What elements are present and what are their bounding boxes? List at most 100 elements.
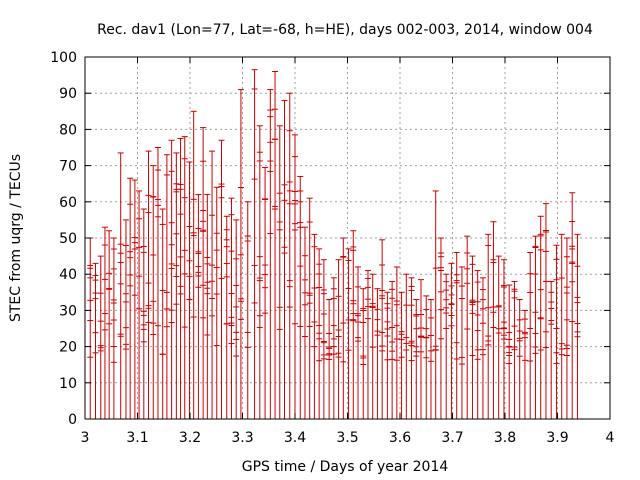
data-point [301, 226, 308, 419]
data-point [209, 150, 216, 419]
data-point [340, 237, 347, 419]
data-point [418, 279, 424, 419]
data-point [521, 309, 528, 419]
data-point [272, 70, 279, 419]
y-tick-label: 40 [59, 267, 77, 283]
data-point [490, 221, 497, 419]
data-point [542, 203, 549, 419]
data-point [237, 89, 244, 419]
y-tick-label: 80 [59, 122, 77, 138]
data-point [145, 150, 152, 419]
data-point [458, 266, 465, 419]
x-tick-label: 3.5 [336, 430, 358, 446]
data-point [181, 136, 188, 419]
data-point [173, 152, 180, 419]
data-point [244, 201, 251, 419]
data-point [330, 277, 337, 419]
data-point [574, 233, 581, 419]
data-point [453, 251, 460, 419]
data-point [106, 230, 113, 419]
data-point [516, 299, 523, 419]
data-point [228, 197, 235, 419]
chart-title: Rec. dav1 (Lon=77, Lat=-68, h=HE), days … [97, 22, 593, 38]
data-point [297, 175, 304, 419]
data-point [262, 166, 269, 419]
data-point [563, 237, 570, 419]
data-point [159, 208, 166, 419]
data-point [154, 147, 161, 419]
data-point [326, 299, 333, 419]
data-point [136, 190, 143, 419]
data-point [190, 110, 197, 419]
data-point [437, 237, 444, 419]
data-point [532, 235, 539, 419]
y-tick-label: 70 [59, 159, 77, 175]
x-tick-label: 3.9 [546, 430, 568, 446]
y-axis-label: STEC from uqrg / TECUs [8, 154, 24, 322]
data-point [92, 262, 99, 419]
data-point [256, 125, 263, 419]
data-point [369, 273, 376, 419]
error-bars [87, 69, 581, 419]
data-point [403, 273, 410, 419]
grid-lines [85, 57, 610, 419]
data-point [479, 277, 486, 419]
data-point [140, 208, 147, 419]
data-point [131, 179, 138, 419]
data-point [427, 299, 434, 419]
x-tick-label: 3.2 [179, 430, 201, 446]
data-point [163, 154, 170, 419]
data-point [364, 270, 371, 419]
x-tick-label: 3.4 [284, 430, 306, 446]
data-point [311, 233, 318, 419]
y-tick-label: 90 [59, 86, 77, 102]
data-point [281, 99, 288, 419]
data-point [413, 299, 420, 419]
data-point [168, 139, 175, 419]
data-point [511, 280, 518, 419]
data-point [292, 134, 298, 419]
data-point [398, 291, 405, 419]
data-point [558, 233, 565, 419]
data-point [251, 69, 258, 419]
y-tick-label: 10 [59, 376, 77, 392]
data-point [177, 137, 184, 419]
data-point [127, 177, 134, 419]
data-point [500, 259, 507, 419]
data-point [320, 259, 327, 419]
y-tick-label: 30 [59, 303, 77, 319]
data-point [355, 266, 361, 419]
data-point [374, 288, 381, 419]
data-point [195, 194, 202, 419]
data-point [316, 248, 323, 419]
y-tick-label: 60 [59, 195, 77, 211]
y-tick-label: 20 [59, 340, 77, 356]
data-point [200, 127, 207, 419]
data-point [350, 230, 357, 419]
data-point [122, 219, 129, 419]
data-point [423, 295, 430, 419]
data-point [101, 226, 108, 419]
x-tick-label: 3.8 [494, 430, 516, 446]
data-point [345, 248, 352, 419]
y-tick-label: 0 [68, 412, 77, 428]
data-point [379, 239, 386, 419]
data-point [553, 244, 560, 419]
data-point [495, 255, 502, 419]
data-point [443, 273, 450, 419]
data-point [389, 280, 396, 419]
data-point [464, 235, 471, 419]
axis-ticks: 0 10 20 30 40 50 60 70 80 90 100 3 3.1 3.2 3.3 3.4 3.5 3.… [50, 50, 614, 446]
x-tick-label: 4 [606, 430, 615, 446]
data-point [569, 192, 576, 419]
data-point [213, 186, 220, 419]
data-point [97, 255, 104, 419]
data-point [537, 215, 544, 419]
data-point [548, 280, 555, 419]
data-point [527, 251, 534, 419]
data-point [360, 288, 367, 419]
data-point [474, 270, 481, 419]
data-point [186, 161, 193, 419]
x-tick-label: 3.1 [126, 430, 148, 446]
